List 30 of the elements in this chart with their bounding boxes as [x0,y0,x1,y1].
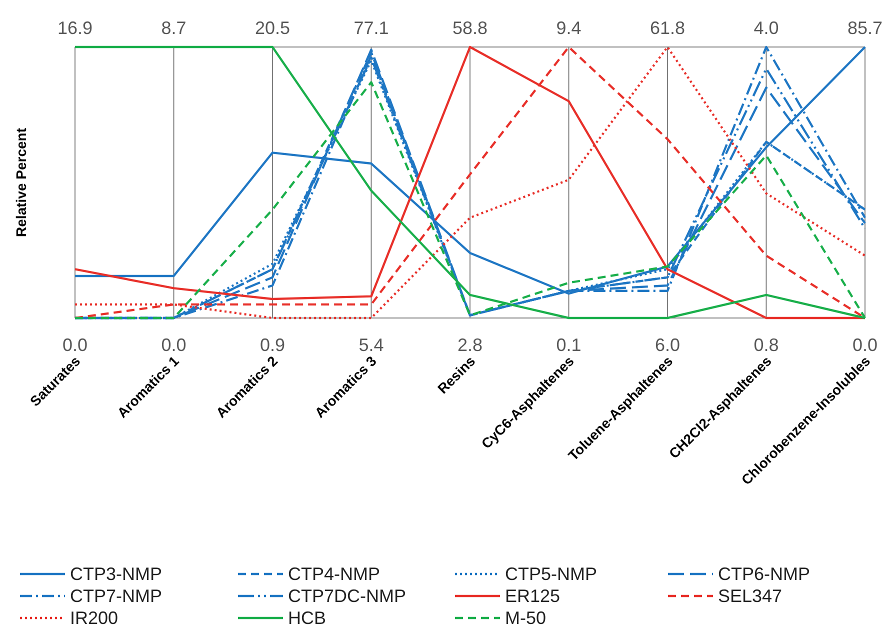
legend-label: CTP5-NMP [505,564,598,584]
annotation: 0.0 [161,335,186,355]
y-axis-title: Relative Percent [13,128,29,237]
annotation: 61.8 [650,18,686,38]
annotation: 20.5 [254,18,290,38]
legend-label: CTP4-NMP [288,564,380,584]
annotation: 2.8 [457,335,483,355]
legend-label: CTP7-NMP [70,586,162,606]
annotation: 85.7 [847,18,883,38]
annotation: 58.8 [452,18,488,38]
legend-label: CTP6-NMP [718,564,810,584]
legend-label: ER125 [505,586,560,606]
legend-label: HCB [288,608,326,628]
annotation: 6.0 [654,335,680,355]
annotation: 77.1 [354,18,389,38]
annotation: 0.0 [852,335,878,355]
legend-label: M-50 [505,608,546,628]
annotation: 16.9 [57,18,93,38]
legend-label: SEL347 [718,586,782,606]
annotation: 0.9 [260,335,286,355]
legend-label: CTP3-NMP [70,564,162,584]
annotation: 5.4 [358,335,384,355]
legend-label: CTP7DC-NMP [288,586,406,606]
annotation: 0.1 [556,335,582,355]
annotation: 0.8 [754,335,779,355]
legend-label: IR200 [70,608,118,628]
annotation: 4.0 [754,18,779,38]
annotation: 9.4 [556,18,582,38]
annotation: 8.7 [161,18,186,38]
annotation: 0.0 [62,335,88,355]
